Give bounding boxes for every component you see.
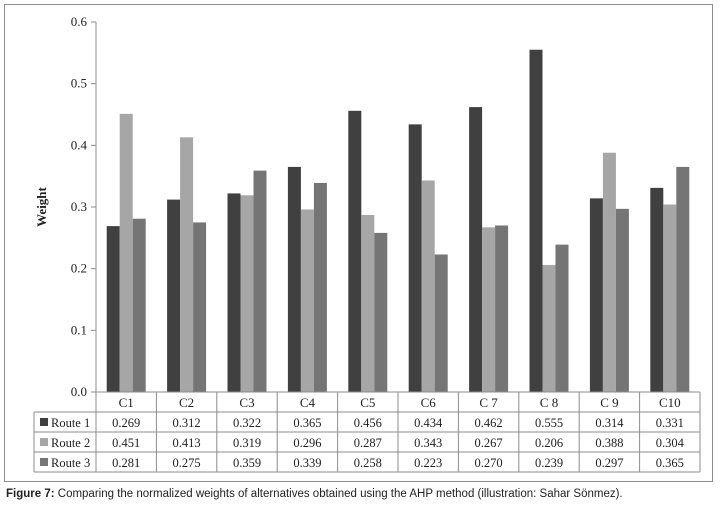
data-label: 0.281 [112,456,140,470]
bar [542,264,556,392]
bar [119,113,133,392]
data-label: 0.462 [475,416,503,430]
data-label: 0.239 [535,456,563,470]
bar [180,137,194,392]
bar [167,199,181,392]
bar [374,232,388,392]
bar-chart: 0.0 0.1 0.2 0.3 0.4 0.5 0.6 Weight C1 C2 C3 C4 C5 C6 C… [33,14,701,473]
y-tick-label: 0.1 [71,322,87,337]
bar [615,208,629,392]
x-tick-label: C3 [239,395,254,410]
data-label: 0.312 [173,416,201,430]
bar [650,187,664,392]
data-label: 0.434 [414,416,443,430]
y-tick-label: 0.0 [71,384,87,399]
bar [287,166,301,392]
data-label: 0.270 [475,456,503,470]
data-label: 0.267 [475,436,503,450]
bar [421,180,435,392]
x-tick-label: C 7 [479,395,498,410]
bar [313,182,327,392]
data-label: 0.314 [595,416,624,430]
legend-label: Route 2 [51,436,90,450]
legend-key [40,458,48,466]
data-label: 0.339 [293,456,321,470]
bar [602,152,616,392]
legend-key [40,438,48,446]
data-label: 0.258 [354,456,382,470]
bar [469,107,483,392]
data-label: 0.451 [112,436,140,450]
x-tick-label: C5 [360,395,375,410]
x-tick-label: C6 [421,395,437,410]
bar [132,218,146,392]
bar [361,215,375,392]
bar [589,198,603,392]
bar [482,227,496,392]
legend-label: Route 1 [51,416,90,430]
y-axis-label: Weight [34,186,49,226]
bar [300,209,314,392]
bar [555,244,569,392]
bar [676,166,690,392]
data-label: 0.287 [354,436,382,450]
y-tick-label: 0.3 [71,199,87,214]
data-label: 0.555 [535,416,563,430]
bar [529,49,543,392]
data-label: 0.388 [595,436,623,450]
y-tick-label: 0.5 [71,76,87,91]
data-label: 0.275 [173,456,201,470]
x-tick-label: C4 [300,395,316,410]
bar [227,193,241,392]
data-label: 0.413 [173,436,201,450]
caption-text: Comparing the normalized weights of alte… [54,488,623,500]
legend-label: Route 3 [51,456,90,470]
x-tick-label: C2 [179,395,194,410]
bar [434,254,448,392]
data-label: 0.343 [414,436,442,450]
caption-label: Figure 7: [6,488,55,500]
bar [348,110,362,393]
data-label: 0.296 [293,436,321,450]
x-tick-label: C 9 [600,395,618,410]
bar [663,204,677,392]
data-label: 0.331 [656,416,684,430]
y-tick-label: 0.4 [71,137,88,152]
data-label: 0.297 [595,456,623,470]
data-label: 0.359 [233,456,261,470]
data-label: 0.206 [535,436,563,450]
x-tick-label: C10 [659,395,681,410]
figure-caption: Figure 7: Comparing the normalized weigh… [6,488,714,500]
bar [106,226,120,392]
data-label: 0.223 [414,456,442,470]
legend-key [40,418,48,426]
bar [495,225,509,392]
data-label: 0.319 [233,436,261,450]
x-tick-label: C1 [119,395,134,410]
data-label: 0.456 [354,416,382,430]
data-label: 0.304 [656,436,685,450]
bar [253,170,267,392]
data-label: 0.322 [233,416,261,430]
data-label: 0.365 [293,416,321,430]
data-label: 0.269 [112,416,140,430]
bar [193,222,207,392]
bar [408,124,422,392]
y-tick-label: 0.6 [71,14,88,29]
data-label: 0.365 [656,456,684,470]
bar [240,195,254,392]
x-tick-label: C 8 [540,395,558,410]
y-tick-label: 0.2 [71,261,87,276]
